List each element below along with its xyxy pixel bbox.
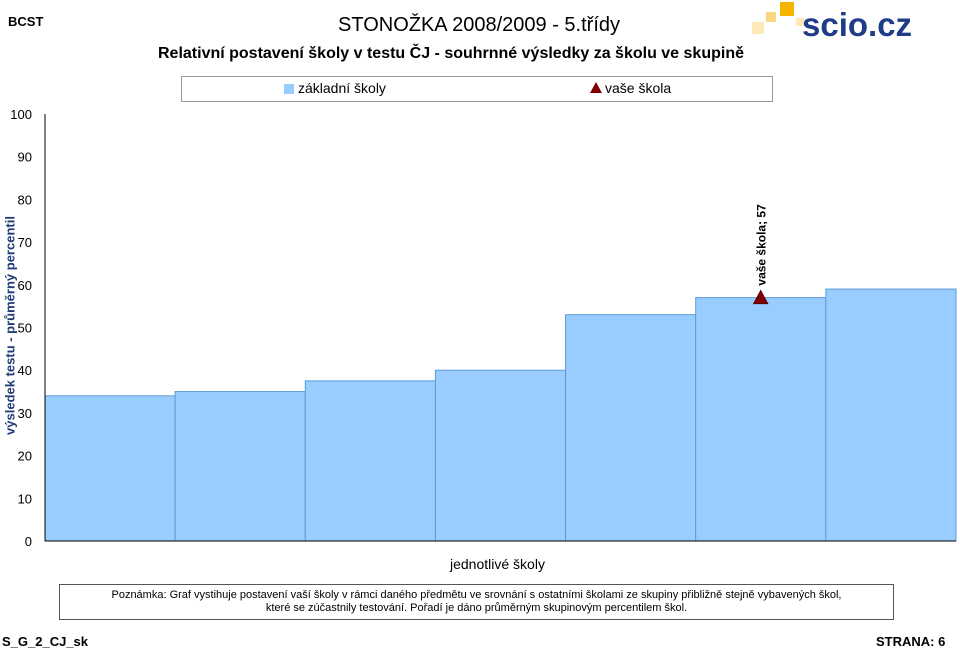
y-tick-label: 0	[25, 534, 32, 549]
y-tick-label: 60	[18, 278, 32, 293]
note-line-1: Poznámka: Graf vystihuje postavení vaší …	[111, 589, 842, 601]
scio-logo-text: scio.cz	[802, 6, 912, 42]
bar	[434, 369, 567, 542]
y-tick-label: 70	[18, 235, 32, 250]
footer-page-number: STRANA: 6	[876, 634, 946, 649]
y-tick-label: 40	[18, 363, 32, 378]
footer-code: S_G_2_CJ_sk	[2, 634, 89, 649]
chart-legend: základní školy vaše škola	[181, 76, 773, 102]
chart-note: Poznámka: Graf vystihuje postavení vaší …	[59, 584, 894, 620]
your-school-data-label: vaše škola; 57	[755, 204, 769, 286]
bar	[825, 288, 957, 542]
y-tick-label: 50	[18, 321, 32, 336]
x-axis-label: jednotlivé školy	[450, 556, 545, 572]
your-school-marker	[752, 289, 769, 305]
triangle-marker-icon	[590, 82, 602, 93]
bar	[174, 391, 306, 542]
legend-swatch-icon	[284, 84, 294, 94]
legend-label-your-school: vaše škola	[605, 80, 672, 96]
bar	[565, 314, 697, 542]
bar	[304, 380, 436, 542]
y-tick-label: 100	[10, 107, 32, 122]
report-title: STONOŽKA 2008/2009 - 5.třídy	[338, 14, 620, 36]
report-tag: BCST	[8, 14, 44, 29]
legend-item-basic-schools: základní školy	[284, 80, 386, 96]
note-line-2: které se zúčastnily testování. Pořadí je…	[265, 602, 688, 614]
bar	[44, 395, 176, 542]
legend-label-basic-schools: základní školy	[298, 80, 386, 96]
y-tick-label: 80	[18, 192, 32, 207]
y-tick-label: 90	[18, 150, 32, 165]
legend-item-your-school: vaše škola	[590, 80, 671, 96]
bar	[695, 297, 827, 542]
chart-title: Relativní postavení školy v testu ČJ - s…	[158, 45, 744, 62]
y-tick-label: 30	[18, 406, 32, 421]
y-tick-label: 20	[18, 449, 32, 464]
y-tick-label: 10	[18, 491, 32, 506]
scio-logo: scio.cz	[752, 2, 912, 42]
chart-plot: 0 10 20 30 40 50 60 70 80 90 100 vaše škola; 57	[10, 107, 957, 549]
